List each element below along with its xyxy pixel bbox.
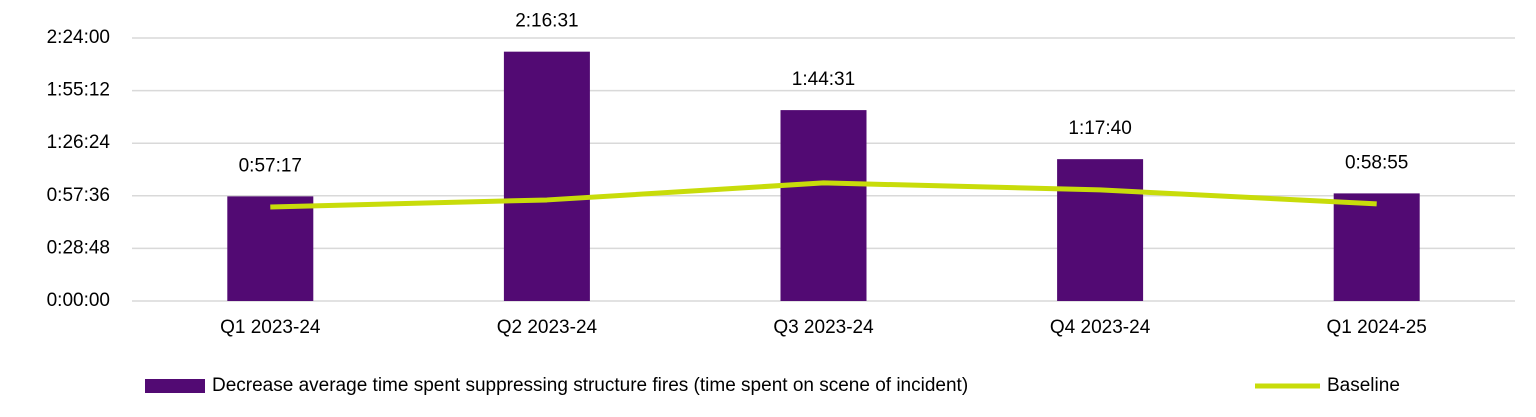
legend-label: Decrease average time spent suppressing … — [212, 375, 968, 396]
data-label: 2:16:31 — [515, 11, 578, 32]
bar — [780, 110, 867, 301]
legend-swatch — [145, 379, 205, 393]
legend-label: Baseline — [1327, 375, 1400, 396]
y-tick-label: 0:28:48 — [47, 237, 110, 258]
x-tick-label: Q4 2023-24 — [1050, 317, 1151, 338]
y-tick-label: 1:26:24 — [47, 132, 111, 153]
x-tick-label: Q1 2024-25 — [1327, 317, 1427, 338]
x-tick-label: Q3 2023-24 — [773, 317, 874, 338]
data-label: 0:57:17 — [239, 155, 302, 176]
x-tick-label: Q1 2023-24 — [220, 317, 321, 338]
y-tick-label: 1:55:12 — [47, 80, 110, 101]
bar — [503, 51, 590, 301]
bar — [1333, 193, 1420, 301]
data-label: 1:44:31 — [792, 69, 855, 90]
line — [270, 180, 1377, 210]
bar — [227, 196, 314, 301]
bar — [1057, 159, 1144, 301]
y-tick-label: 0:00:00 — [47, 290, 110, 311]
x-tick-label: Q2 2023-24 — [497, 317, 598, 338]
y-tick-label: 2:24:00 — [47, 27, 110, 48]
y-tick-label: 0:57:36 — [47, 185, 110, 206]
data-label: 1:17:40 — [1068, 118, 1131, 139]
data-label: 0:58:55 — [1345, 152, 1408, 173]
